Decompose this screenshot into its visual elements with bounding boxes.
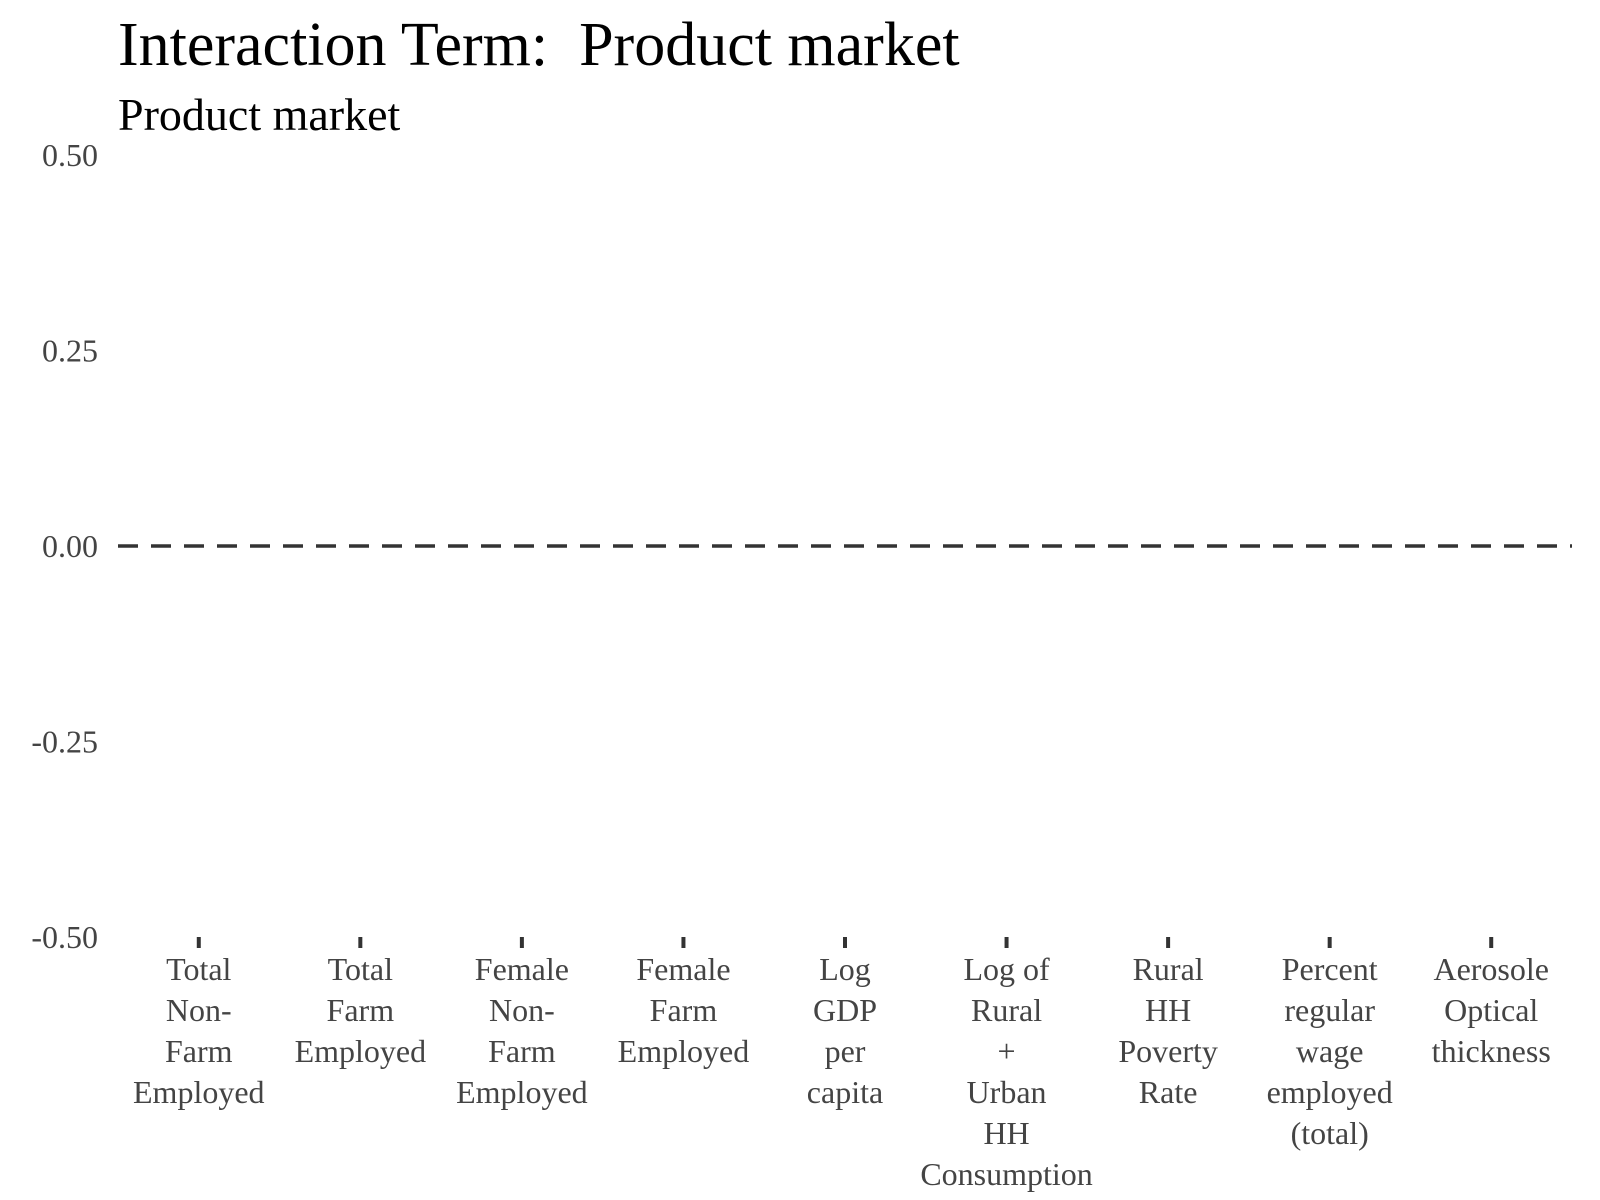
y-tick-label: 0.25 [42, 333, 98, 369]
y-tick-label: 0.50 [42, 137, 98, 173]
chart-title: Interaction Term: Product market [118, 11, 960, 79]
x-tick-label: Total Farm Employed [295, 951, 427, 1069]
x-tick-label: Female Non-Farm Employed [456, 951, 588, 1110]
x-tick-label: Female Farm Employed [618, 951, 750, 1069]
x-tick-label: Log GDP per capita [807, 951, 883, 1110]
x-tick-label: Log of Rural + Urban HH Consumption [920, 951, 1092, 1192]
x-tick-label: Percent regular wage employed (total) [1267, 951, 1393, 1151]
chart-subtitle: Product market [118, 89, 401, 140]
y-tick-label: -0.50 [31, 919, 98, 955]
y-tick-label: 0.00 [42, 528, 98, 564]
x-tick-label: Aerosole Optical thickness [1432, 951, 1551, 1069]
x-tick-label: Rural HH Poverty Rate [1118, 951, 1218, 1110]
y-tick-label: -0.25 [31, 724, 98, 760]
x-tick-label: Total Non-Farm Employed [133, 951, 265, 1110]
